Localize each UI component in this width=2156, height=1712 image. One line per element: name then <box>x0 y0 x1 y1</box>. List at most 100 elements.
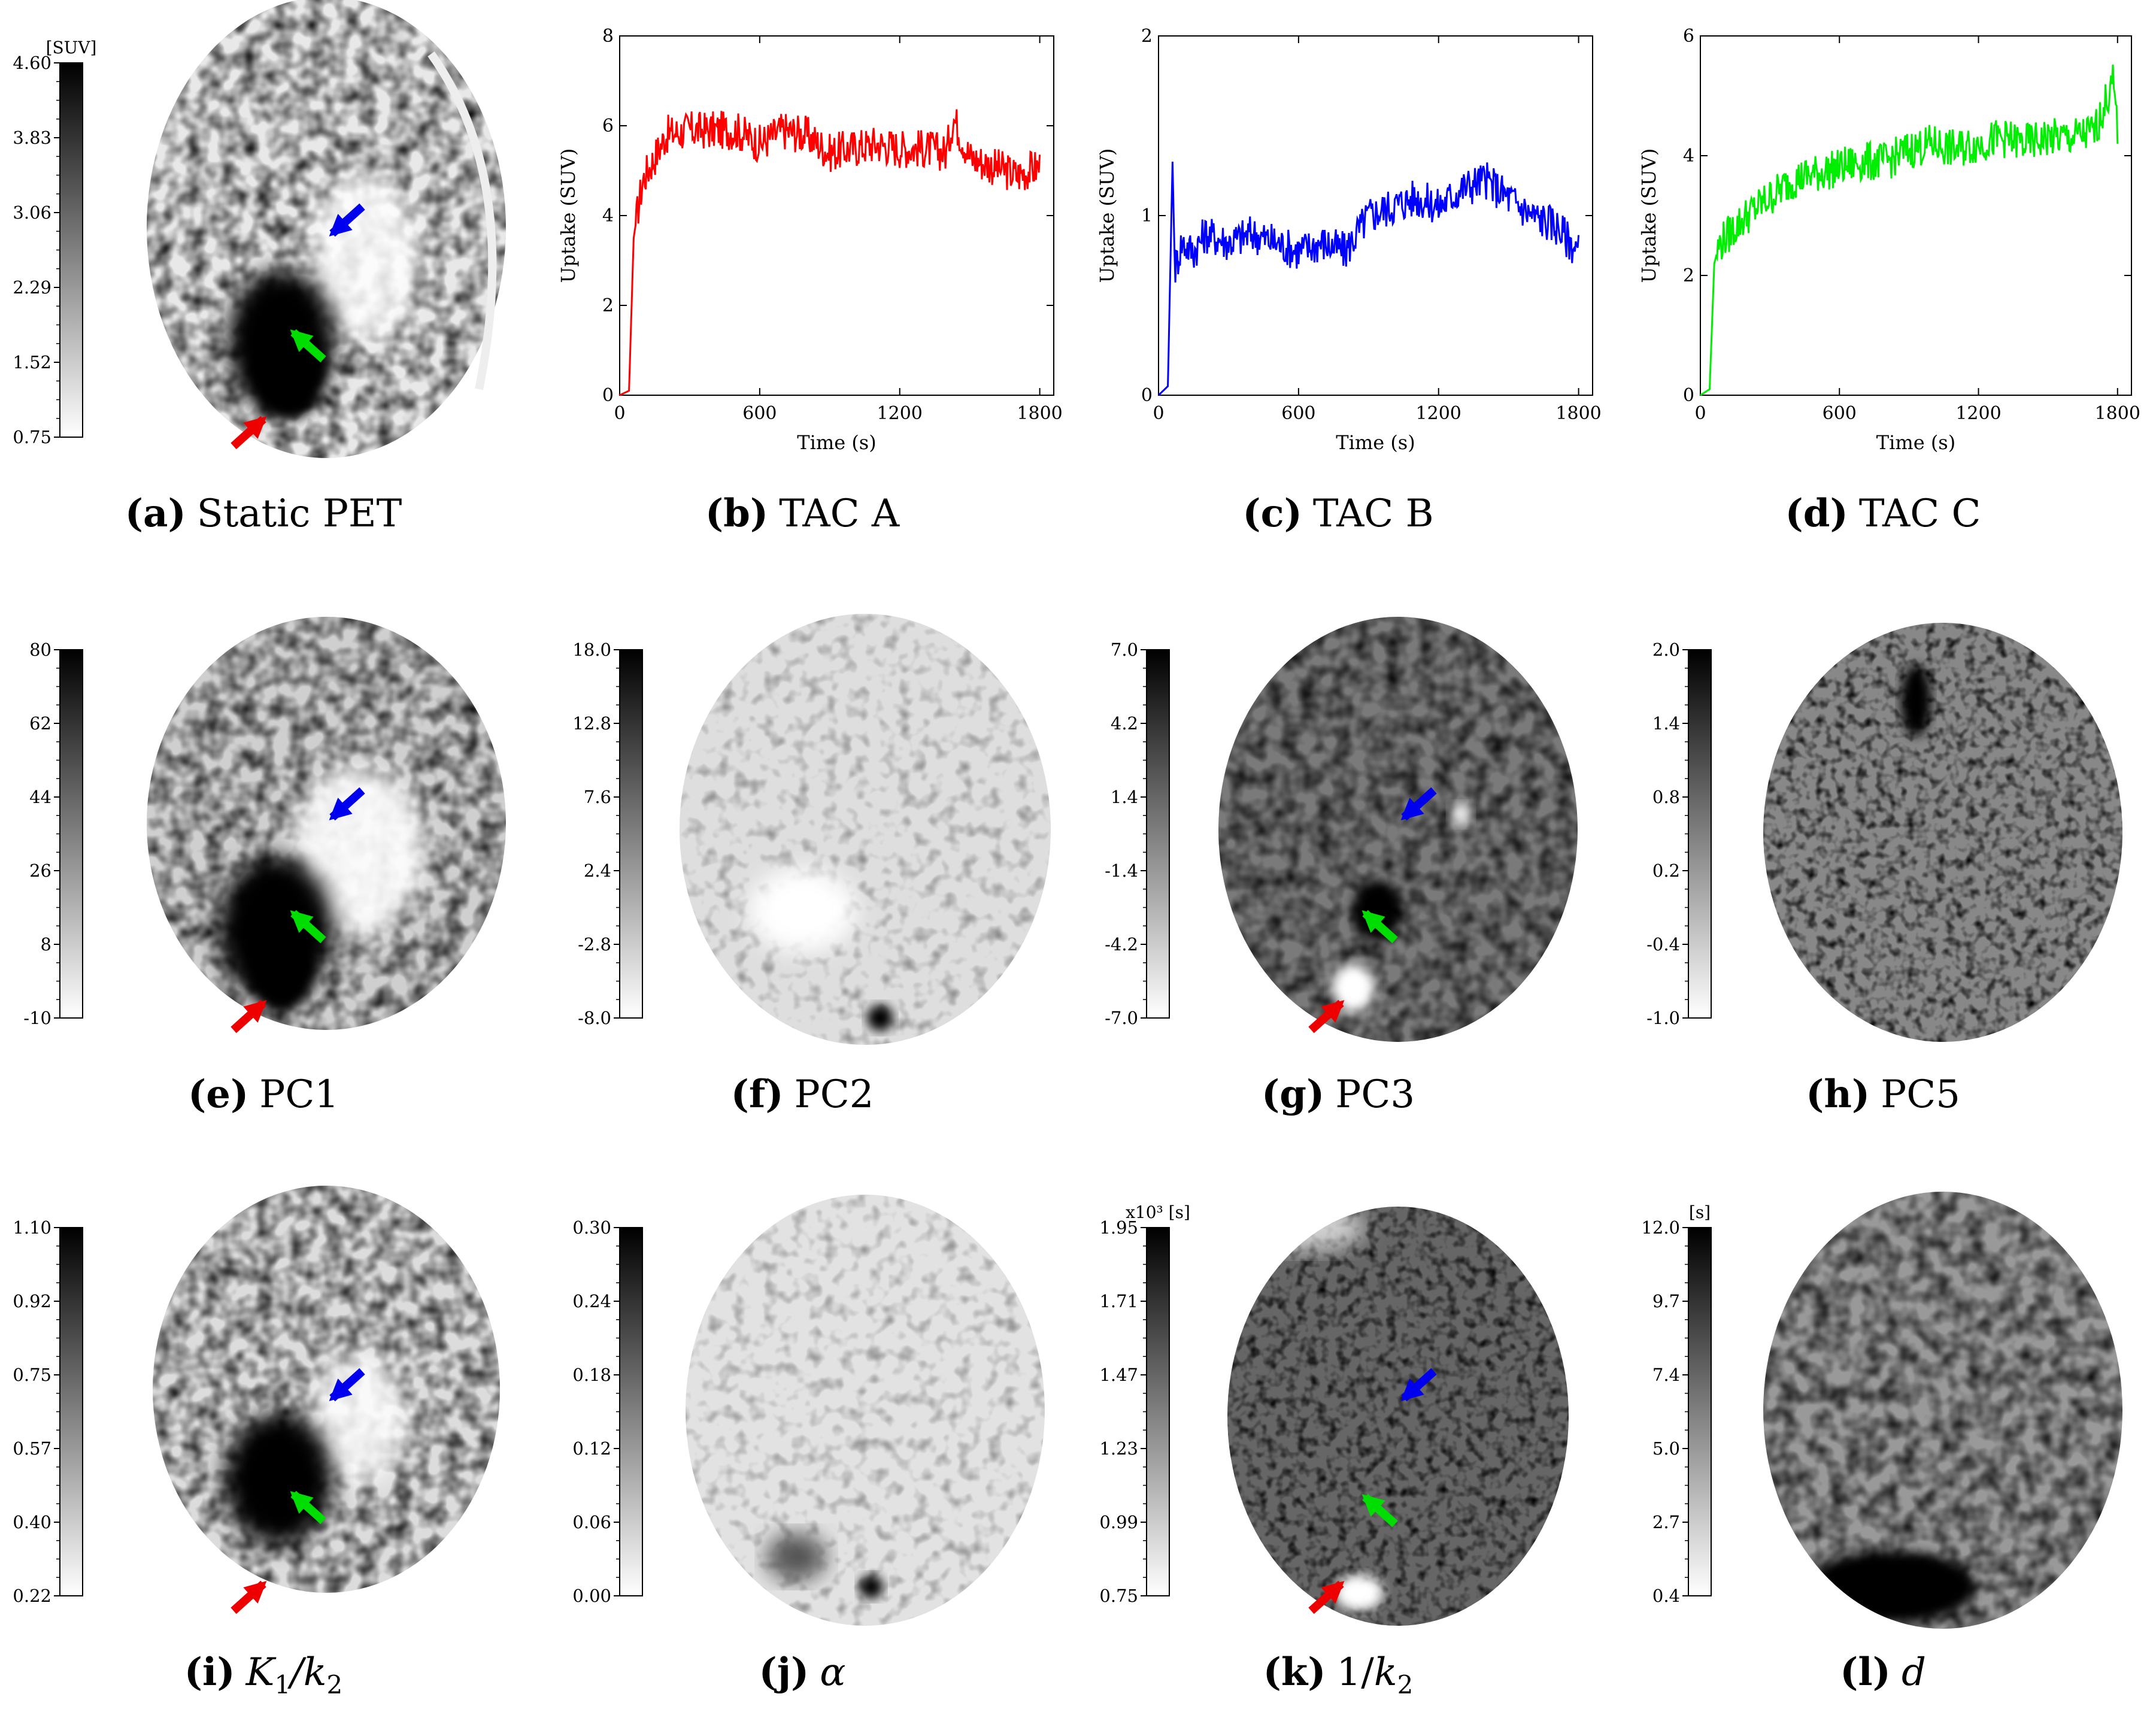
colorbar-gradient <box>619 1227 643 1596</box>
blue-arrow-icon <box>329 787 365 821</box>
colorbar-tick-label: 0.18 <box>572 1365 611 1385</box>
colorbar-tick-label: 62 <box>29 713 51 734</box>
caption-g: (g) PC3 <box>1261 1072 1415 1117</box>
colorbar-tick-label: -10 <box>23 1008 51 1028</box>
colorbar-tick-label: 7.4 <box>1652 1365 1680 1385</box>
caption-h: (h) PC5 <box>1806 1072 1960 1117</box>
y-tick-label: 0 <box>1141 385 1153 406</box>
y-tick-label: 1 <box>1141 205 1153 226</box>
static-pet-image <box>147 0 506 458</box>
plot-frame <box>1700 35 2132 396</box>
colorbar-k: 1.95 1.71 1.47 1.23 0.99 0.75 x10³ [s] <box>1099 1202 1190 1606</box>
colorbar-gradient <box>59 1227 83 1596</box>
colorbar-i: 1.10 0.92 0.75 0.57 0.40 0.22 <box>13 1217 83 1606</box>
red-arrow-icon <box>1308 999 1345 1034</box>
blue-arrow-icon <box>329 1368 365 1402</box>
colorbar-gradient <box>59 62 83 438</box>
colorbar-tick-label: 0.2 <box>1652 860 1680 881</box>
caption-e: (e) PC1 <box>187 1072 339 1117</box>
green-arrow-icon <box>290 910 326 944</box>
red-arrow-icon <box>231 416 267 450</box>
colorbar-tick-label: -0.4 <box>1646 934 1680 955</box>
inv-k2-image <box>1227 1207 1569 1626</box>
alpha-image <box>686 1195 1045 1626</box>
tac-chart-b: 0 2 4 6 8 0 600 1200 1800 Time (s) Uptake (SUV) <box>557 26 1063 454</box>
x-tick-label: 1200 <box>1955 403 2001 424</box>
colorbar-tick-label: 1.23 <box>1099 1438 1138 1459</box>
caption-i: (i) K1/k2 <box>184 1650 343 1699</box>
y-tick-label: 4 <box>1683 146 1694 166</box>
colorbar-tick-label: 0.30 <box>572 1217 611 1238</box>
caption-l: (l) d <box>1840 1650 1926 1695</box>
x-axis-label: Time (s) <box>1876 431 1955 454</box>
colorbar-tick-label: 0.75 <box>13 427 51 447</box>
y-axis-label: Uptake (SUV) <box>1096 149 1118 283</box>
colorbars: 4.603.833.062.291.520.75[SUV]806244268-1… <box>13 38 1712 1606</box>
caption-f: (f) PC2 <box>730 1072 874 1117</box>
colorbar-tick-label: 0.22 <box>13 1586 51 1606</box>
colorbar-tick-label: 9.7 <box>1652 1291 1680 1311</box>
x-tick-label: 0 <box>614 403 625 424</box>
y-tick-label: 2 <box>1683 265 1694 286</box>
x-tick-label: 1200 <box>1416 403 1461 424</box>
tac-series-line <box>1700 64 2119 396</box>
x-tick-label: 600 <box>1823 403 1857 424</box>
colorbar-tick-label: 0.99 <box>1099 1512 1138 1532</box>
colorbar-tick-label: 0.57 <box>13 1438 51 1459</box>
blue-arrow-icon <box>1400 787 1437 821</box>
y-tick-label: 2 <box>602 295 614 316</box>
colorbar-j: 0.30 0.24 0.18 0.12 0.06 0.00 <box>572 1217 643 1606</box>
caption-c: (c) TAC B <box>1242 491 1434 536</box>
colorbar-tick-label: -8.0 <box>578 1008 611 1028</box>
x-tick-label: 600 <box>742 403 777 424</box>
colorbar-tick-label: 2.4 <box>584 860 611 881</box>
caption-j: (j) α <box>759 1650 846 1695</box>
colorbar-gradient <box>1146 1227 1170 1596</box>
k1-k2-image <box>153 1186 500 1593</box>
colorbar-unit: [s] <box>1689 1202 1711 1222</box>
colorbar-unit: [SUV] <box>46 38 97 57</box>
colorbar-tick-label: 2.0 <box>1652 640 1680 660</box>
tac-chart-d: 0 2 4 6 0 600 1200 1800 Time (s) Uptake (SUV) <box>1638 26 2140 454</box>
colorbar-tick-label: 1.4 <box>1111 787 1138 807</box>
tac-chart-c: 0 1 2 0 600 1200 1800 Time (s) Uptake (SUV) <box>1096 26 1602 454</box>
colorbar-tick-label: 18.0 <box>572 640 611 660</box>
colorbar-tick-label: 0.12 <box>572 1438 611 1459</box>
colorbar-tick-label: 0.24 <box>572 1291 611 1311</box>
plot-frame <box>619 35 1054 396</box>
colorbar-tick-label: 0.00 <box>572 1586 611 1606</box>
colorbar-f: 18.0 12.8 7.6 2.4 -2.8 -8.0 <box>572 640 643 1028</box>
y-tick-label: 0 <box>1683 385 1694 406</box>
colorbar-tick-label: 1.10 <box>13 1217 51 1238</box>
x-tick-label: 600 <box>1281 403 1315 424</box>
colorbar-e: 80 62 44 26 8 -10 <box>23 640 83 1028</box>
d-image <box>1763 1192 2122 1629</box>
colorbar-tick-label: 3.83 <box>13 128 51 148</box>
tac-series-line <box>1157 161 1580 396</box>
colorbar-tick-label: 0.75 <box>1099 1586 1138 1606</box>
y-axis-label: Uptake (SUV) <box>557 149 580 283</box>
x-tick-label: 1800 <box>2095 403 2140 424</box>
x-tick-label: 1200 <box>877 403 923 424</box>
colorbar-tick-label: 1.71 <box>1099 1291 1138 1311</box>
green-arrow-icon <box>290 1490 326 1525</box>
colorbar-gradient <box>59 649 83 1019</box>
pc5-image <box>1763 623 2122 1042</box>
colorbar-tick-label: 44 <box>29 787 51 807</box>
x-axis-label: Time (s) <box>797 431 876 454</box>
colorbar-tick-label: 80 <box>29 640 51 660</box>
colorbar-tick-label: 4.60 <box>13 53 51 73</box>
colorbar-h: 2.0 1.4 0.8 0.2 -0.4 -1.0 <box>1646 640 1712 1028</box>
colorbar-tick-label: 0.40 <box>13 1512 51 1532</box>
y-tick-label: 6 <box>1683 26 1694 47</box>
colorbar-tick-label: 0.4 <box>1652 1586 1680 1606</box>
x-tick-label: 0 <box>1153 403 1164 424</box>
green-arrow-icon <box>290 329 326 363</box>
blue-arrow-icon <box>1400 1368 1437 1402</box>
colorbar-tick-label: 26 <box>29 860 51 881</box>
colorbar-tick-label: 0.06 <box>572 1512 611 1532</box>
colorbar-tick-label: 1.95 <box>1099 1217 1138 1238</box>
colorbar-tick-label: 4.2 <box>1111 713 1138 734</box>
